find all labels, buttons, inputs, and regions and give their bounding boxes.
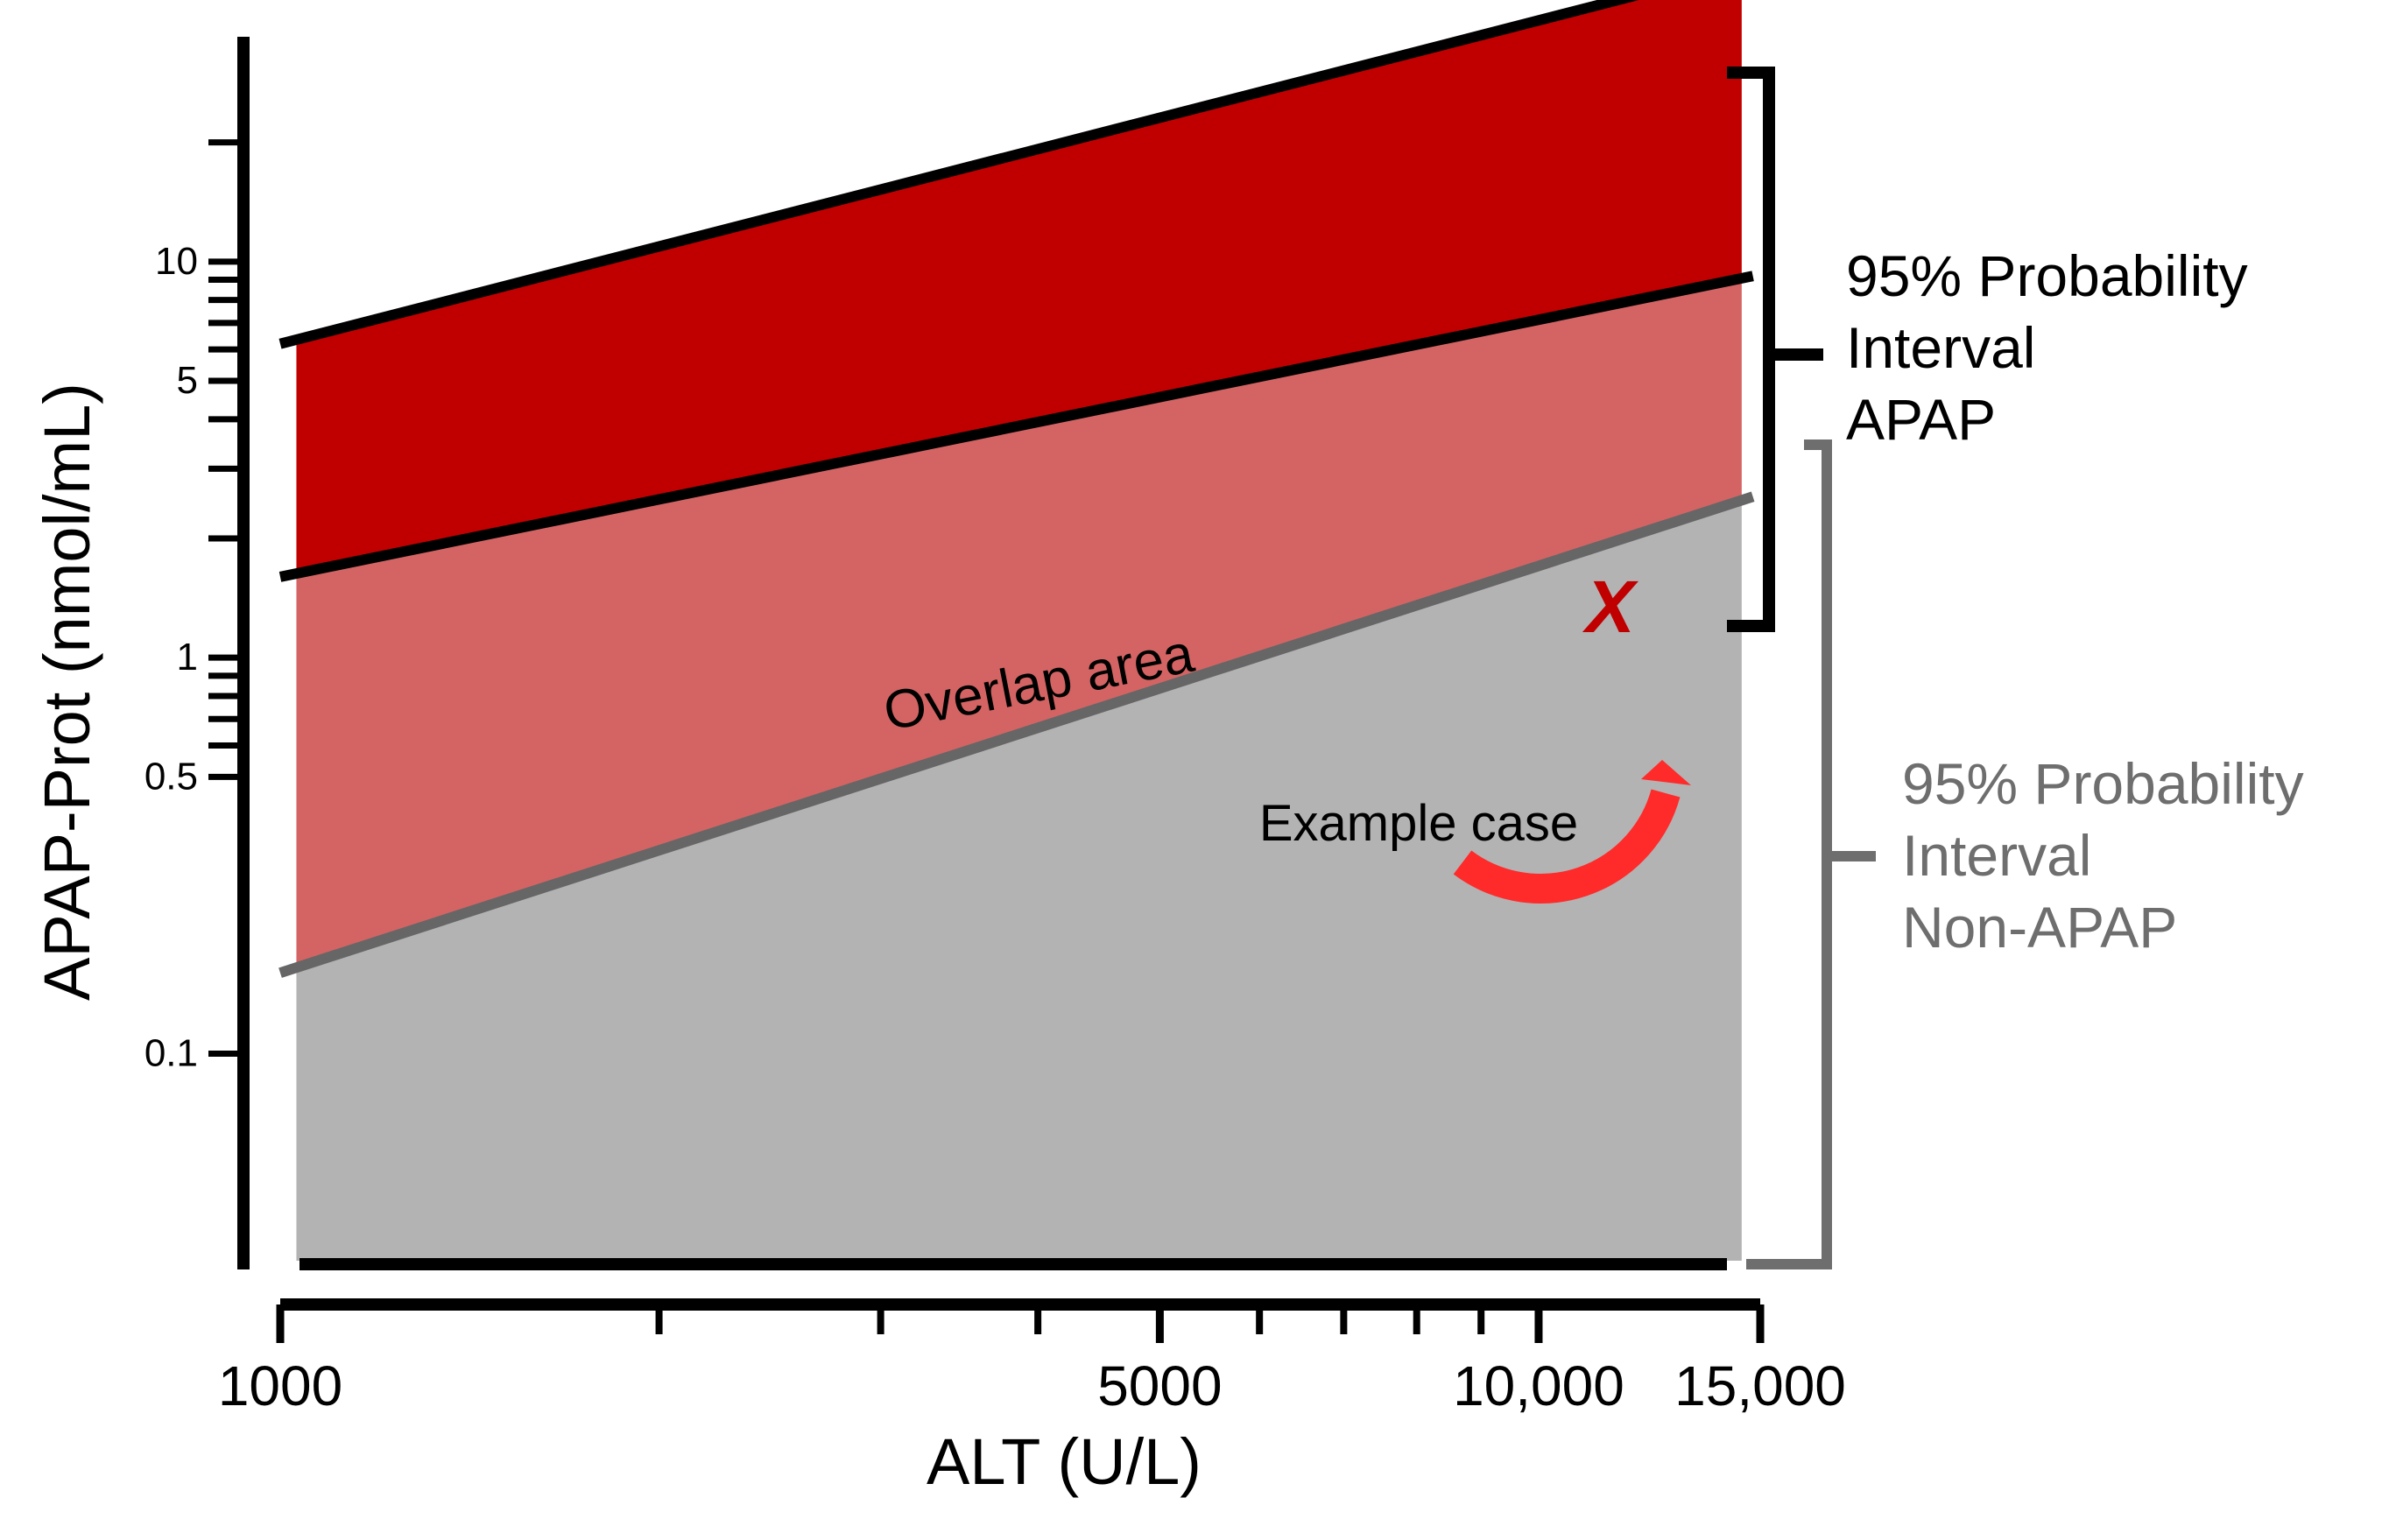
non-apap-legend-label: 95% Probability Interval Non-APAP	[1902, 751, 2304, 960]
boundary-lines-layer	[278, 0, 1755, 978]
y-tick-label: 5	[177, 359, 198, 402]
line-apap-upper-bound	[278, 0, 1639, 349]
apap-legend-label: 95% Probability Interval APAP	[1846, 243, 2248, 452]
example-case-marker: X	[1582, 566, 1639, 648]
svg-text:95% Probability: 95% Probability	[1846, 243, 2248, 308]
x-axis-title: ALT (U/L)	[927, 1425, 1202, 1498]
example-case-label: Example case	[1259, 795, 1578, 852]
y-tick-label: 1	[177, 636, 198, 679]
non-apap-interval-bracket	[1746, 439, 1876, 1269]
y-tick-label: 0.5	[144, 755, 198, 798]
svg-text:Interval: Interval	[1902, 823, 2091, 888]
band-apap-upper	[296, 0, 1742, 577]
arrow-head-icon	[1641, 760, 1691, 785]
axes-layer: 0.1 0.5 1 5 10 1000 5000 10,000 15,000	[144, 37, 1846, 1417]
band-non-apap	[296, 500, 1742, 1261]
y-axis-title: APAP-Prot (nmol/mL)	[31, 383, 103, 1001]
x-tick-label: 10,000	[1453, 1354, 1624, 1417]
x-tick-label: 15,000	[1674, 1354, 1846, 1417]
band-overlap	[296, 276, 1742, 974]
svg-text:95% Probability: 95% Probability	[1902, 751, 2304, 816]
line-non-apap-upper-bound	[278, 491, 1755, 978]
apap-interval-bracket	[1727, 67, 1823, 632]
y-tick-label: 10	[155, 240, 198, 283]
svg-text:APAP: APAP	[1846, 387, 1996, 452]
x-tick-label: 5000	[1097, 1354, 1222, 1417]
y-tick-label: 0.1	[144, 1031, 198, 1074]
line-apap-lower-bound	[278, 271, 1754, 582]
x-tick-label: 1000	[218, 1354, 342, 1417]
legend: 95% Probability Interval APAP 95% Probab…	[1727, 67, 2304, 1269]
bands-layer	[296, 0, 1742, 1261]
svg-text:Non-APAP: Non-APAP	[1902, 895, 2177, 960]
example-case-arrow-icon	[1453, 789, 1681, 904]
svg-text:Interval: Interval	[1846, 315, 2035, 380]
